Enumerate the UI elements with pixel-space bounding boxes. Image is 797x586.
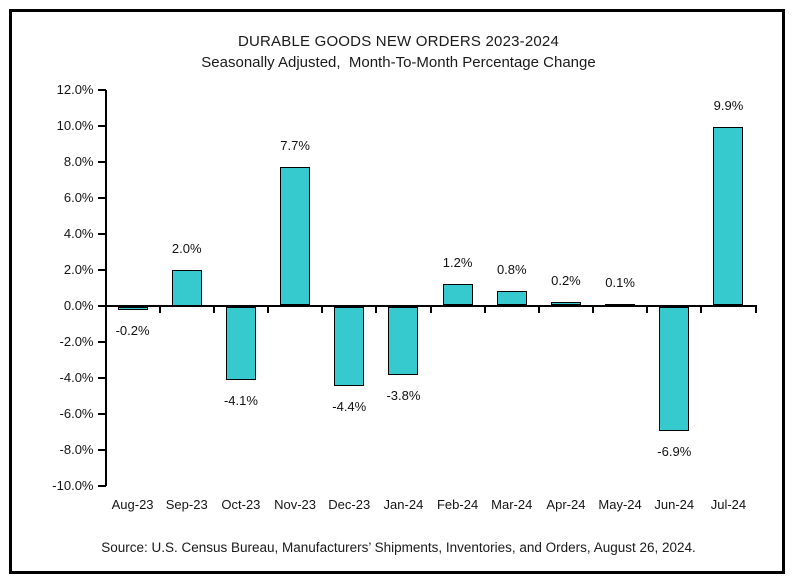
y-tick-label: 0.0%: [63, 297, 94, 313]
bar: [388, 306, 419, 375]
y-axis-tick: [97, 448, 106, 451]
y-axis-tick: [97, 88, 106, 91]
bar: [550, 301, 581, 306]
y-axis-tick: [97, 124, 106, 127]
x-axis-tick: [537, 306, 540, 313]
bar: [334, 306, 365, 386]
bar-data-label: -4.1%: [223, 393, 258, 409]
x-axis-tick: [592, 306, 595, 313]
x-category-label: Apr-24: [546, 497, 586, 512]
x-category-label: Jun-24: [654, 497, 695, 512]
bar: [496, 291, 527, 306]
y-tick-label: 12.0%: [56, 81, 94, 97]
chart-title: DURABLE GOODS NEW ORDERS 2023-2024: [237, 33, 560, 50]
x-category-label: Oct-23: [221, 497, 261, 512]
x-axis-tick: [267, 306, 269, 313]
x-axis-tick: [700, 306, 703, 313]
y-axis-tick: [97, 196, 106, 199]
y-tick-label: 4.0%: [63, 225, 94, 241]
bar-data-label: -0.2%: [115, 323, 150, 339]
y-tick-label: 6.0%: [63, 189, 94, 205]
y-axis-tick: [97, 340, 106, 343]
x-category-label: Jan-24: [383, 497, 424, 512]
y-axis-tick: [97, 376, 106, 379]
x-category-label: May-24: [598, 497, 642, 512]
bar-data-label: -3.8%: [386, 387, 421, 403]
x-axis-tick: [104, 306, 107, 313]
x-category-label: Aug-23: [111, 497, 154, 512]
x-category-label: Feb-24: [436, 497, 479, 512]
bar: [171, 269, 202, 306]
y-axis-tick: [97, 304, 106, 307]
x-axis-tick: [375, 306, 378, 313]
x-category-label: Dec-23: [328, 497, 371, 512]
y-axis-tick: [97, 232, 106, 235]
bar: [442, 283, 473, 306]
x-axis-tick: [754, 306, 757, 313]
x-axis-tick: [321, 306, 324, 313]
x-axis-tick: [646, 306, 649, 313]
bar: [713, 127, 744, 306]
bar-data-label: -6.9%: [657, 443, 692, 459]
y-tick-label: -4.0%: [59, 369, 94, 385]
bar: [605, 303, 636, 306]
y-axis-tick: [97, 484, 106, 487]
y-tick-label: 10.0%: [56, 117, 94, 133]
y-tick-label: 2.0%: [63, 261, 94, 277]
y-axis-tick: [97, 412, 106, 415]
x-category-label: Nov-23: [274, 497, 317, 512]
y-axis-tick: [97, 160, 106, 163]
y-tick-label: -8.0%: [59, 441, 94, 457]
bar: [225, 306, 256, 381]
bar-data-label: -4.4%: [332, 398, 367, 414]
y-tick-label: -6.0%: [59, 405, 94, 421]
chart-subtitle: Seasonally Adjusted, Month-To-Month Perc…: [201, 54, 596, 71]
y-tick-label: -2.0%: [59, 333, 94, 349]
bar-data-label: 0.1%: [605, 274, 635, 290]
x-category-label: Sep-23: [165, 497, 208, 512]
x-category-label: Jul-24: [710, 497, 747, 512]
bar: [117, 306, 148, 311]
bar: [280, 166, 311, 306]
y-axis-tick: [97, 268, 106, 271]
x-axis-tick: [429, 306, 432, 313]
bar-data-label: 9.9%: [713, 98, 744, 114]
y-tick-label: 8.0%: [63, 153, 94, 169]
bar-data-label: 2.0%: [171, 240, 202, 256]
bar-data-label: 0.2%: [551, 272, 581, 288]
x-axis-tick: [212, 306, 215, 313]
bar: [659, 306, 690, 431]
y-axis-line: [104, 89, 107, 486]
bar-data-label: 7.7%: [280, 137, 310, 153]
y-tick-label: -10.0%: [52, 477, 94, 493]
x-axis-tick: [483, 306, 486, 313]
x-category-label: Mar-24: [491, 497, 533, 512]
source-note: Source: U.S. Census Bureau, Manufacturer…: [101, 540, 696, 555]
bar-data-label: 0.8%: [496, 262, 527, 278]
figure-border: [9, 9, 785, 574]
x-axis-line: [104, 304, 757, 307]
bar-data-label: 1.2%: [442, 254, 473, 270]
x-axis-tick: [158, 306, 161, 313]
